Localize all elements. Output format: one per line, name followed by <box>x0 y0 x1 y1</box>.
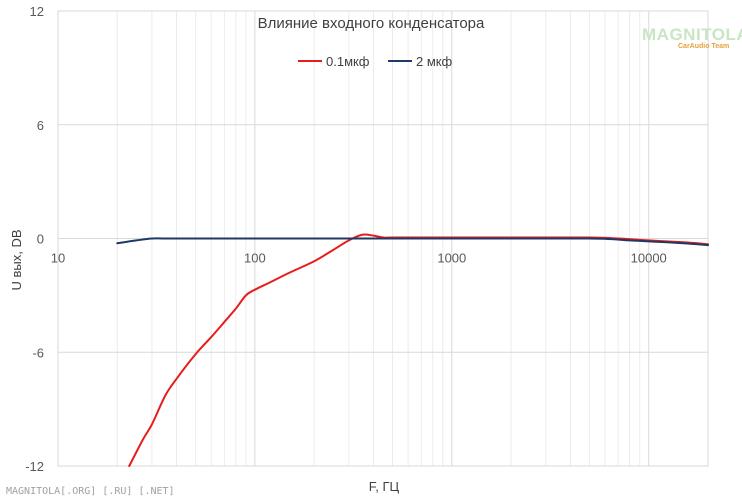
watermark-logo-text: MAGNITOLA <box>642 25 742 44</box>
series-line-1 <box>128 233 709 467</box>
watermark-sub-text: CarAudio Team <box>678 43 729 50</box>
y-tick-label: 6 <box>37 118 44 133</box>
y-tick-label: -6 <box>32 345 44 360</box>
y-tick-label: -12 <box>25 459 44 474</box>
x-axis-title: F, ГЦ <box>369 479 400 494</box>
watermark-bottom-text: MAGNITOLA[.ORG] [.RU] [.NET] <box>6 486 175 497</box>
x-tick-label: 10 <box>51 251 65 266</box>
legend-label-series-2: 2 мкф <box>416 54 452 69</box>
legend-label-series-1: 0.1мкф <box>326 54 370 69</box>
series-layer <box>116 233 709 467</box>
chart-title: Влияние входного конденсатора <box>258 15 485 32</box>
watermark-logo: MAGNITOLA CarAudio Team <box>642 25 742 50</box>
y-tick-labels: -12 -6 0 6 12 <box>25 4 44 474</box>
y-axis-title: U вых, DB <box>9 229 24 290</box>
x-tick-labels: 10 100 1000 10000 <box>51 251 667 266</box>
x-tick-label: 100 <box>244 251 266 266</box>
legend: 0.1мкф 2 мкф <box>298 54 452 69</box>
x-tick-label: 10000 <box>631 251 667 266</box>
y-tick-label: 0 <box>37 232 44 247</box>
y-tick-label: 12 <box>30 4 44 19</box>
x-tick-label: 1000 <box>437 251 466 266</box>
series-line-2 <box>116 237 709 247</box>
plot-area-border <box>57 10 709 467</box>
